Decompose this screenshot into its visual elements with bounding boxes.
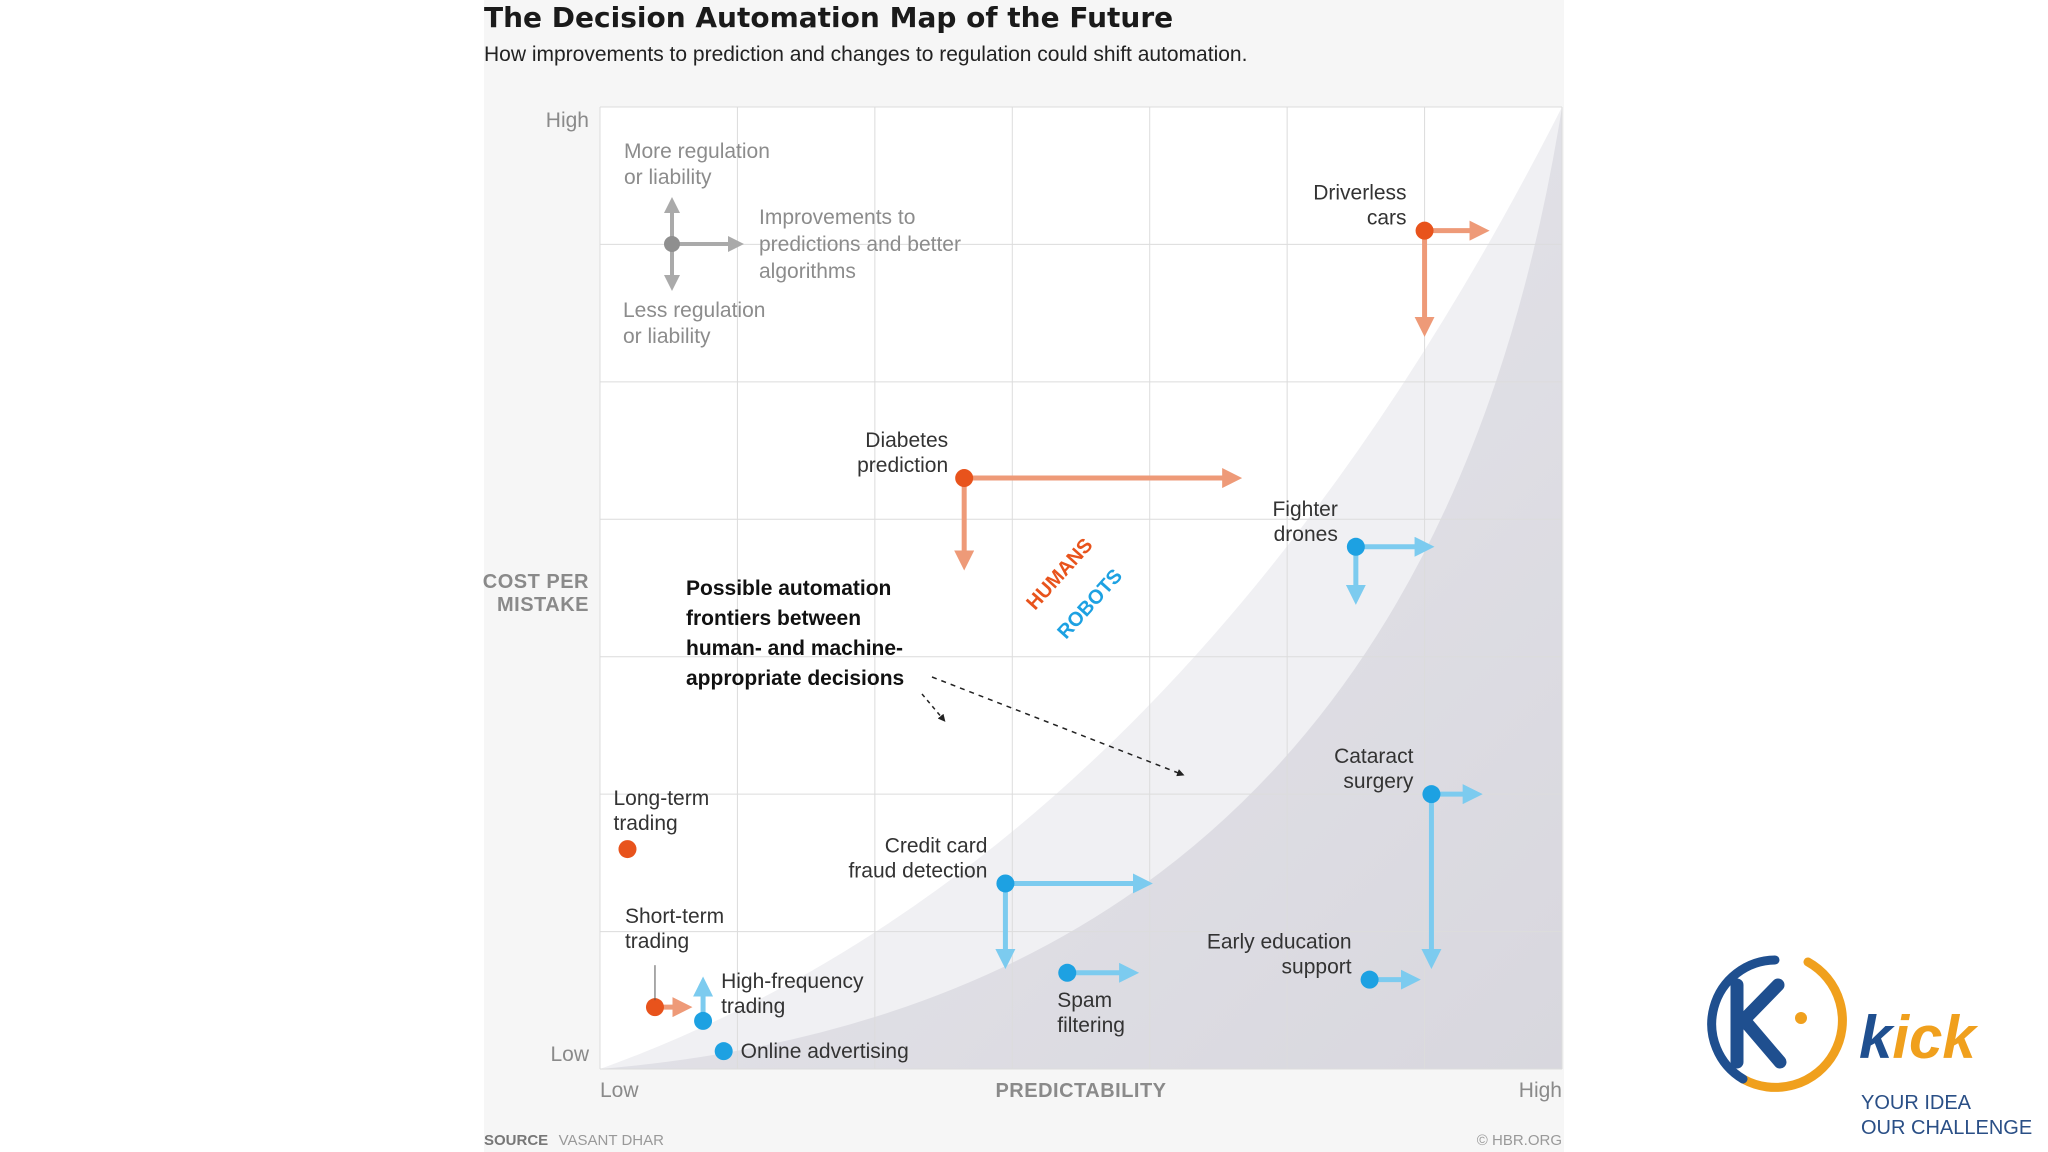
fighter-drones-label-line: Fighter (1272, 498, 1337, 521)
cataract-surgery-label-line: surgery (1343, 770, 1414, 793)
y-axis-title: COST PER MISTAKE (483, 571, 589, 616)
spam-filtering-label-line: Spam (1057, 989, 1112, 1012)
high-frequency-trading-label: High-frequency trading (721, 970, 864, 1018)
online-advertising-label: Online advertising (741, 1040, 909, 1063)
driverless-cars-label: Driverless cars (1313, 182, 1406, 230)
early-education-support-label: Early education support (1207, 931, 1352, 979)
cataract-surgery-point (1422, 785, 1441, 804)
diabetes-prediction-label: Diabetes prediction (857, 429, 948, 477)
brand-tagline-line1: YOUR IDEA (1861, 1092, 1972, 1114)
kick-wordmark-k: k (1859, 1004, 1895, 1071)
x-axis-high-label: High (1519, 1079, 1562, 1102)
annotation-pointer-outer (931, 676, 1185, 777)
x-axis-low-label: Low (600, 1079, 639, 1102)
online-advertising-point (714, 1042, 733, 1061)
credit: © HBR.ORG (1477, 1132, 1562, 1149)
kick-logo-arc-blue (1707, 955, 1780, 1084)
legend-up-line: or liability (624, 166, 712, 189)
kick-wordmark: kick (1859, 1004, 1978, 1071)
legend-origin-dot (664, 236, 680, 252)
legend-up-line: More regulation (624, 140, 770, 163)
short-term-trading-label-line: trading (625, 930, 689, 953)
long-term-trading-label-line: Long-term (613, 787, 709, 810)
high-frequency-trading-point (694, 1011, 713, 1030)
cataract-surgery-label: Cataract surgery (1334, 745, 1414, 793)
source-line: SOURCE VASANT DHAR (484, 1132, 664, 1149)
long-term-trading-point (618, 840, 637, 859)
legend-right-line: predictions and better (759, 233, 961, 256)
x-axis-title: PREDICTABILITY (995, 1080, 1166, 1102)
annotation-line: frontiers between (686, 607, 861, 630)
diabetes-prediction-label-line: prediction (857, 454, 948, 477)
credit-card-fraud-detection-point (996, 874, 1015, 893)
driverless-cars-label-line: cars (1367, 207, 1407, 230)
chart-subtitle: How improvements to prediction and chang… (484, 43, 1247, 66)
long-term-trading-label-line: trading (613, 812, 677, 835)
fighter-drones-label-line: drones (1274, 523, 1338, 546)
spam-filtering-label-line: filtering (1057, 1014, 1125, 1037)
source-name: VASANT DHAR (559, 1132, 664, 1149)
spam-filtering-point (1058, 963, 1077, 982)
online-advertising-label-line: Online advertising (741, 1040, 909, 1063)
chart-title: The Decision Automation Map of the Futur… (484, 1, 1173, 34)
legend-up-text: More regulation or liability (624, 140, 776, 189)
high-frequency-trading-label-line: High-frequency (721, 970, 864, 993)
annotation-line: Possible automation (686, 577, 891, 600)
legend-down-line: Less regulation (623, 299, 765, 322)
early-education-support-label-line: Early education (1207, 931, 1352, 954)
frontier-inner-zone (600, 107, 1562, 1069)
legend-right-line: algorithms (759, 260, 856, 283)
arrows-layer (654, 220, 1490, 1021)
short-term-trading-point (645, 998, 664, 1017)
kick-logo-arc-orange (1738, 957, 1847, 1092)
annotation-pointer-inner (921, 693, 946, 722)
driverless-cars-point (1415, 221, 1434, 240)
driverless-cars-label-line: Driverless (1313, 182, 1406, 205)
source-label: SOURCE (484, 1132, 548, 1149)
legend-right-text: Improvements to predictions and better a… (759, 206, 967, 283)
y-axis-title-line: MISTAKE (497, 594, 589, 616)
kick-wordmark-rest: ick (1892, 1004, 1978, 1071)
diabetes-prediction-label-line: Diabetes (865, 429, 948, 452)
spam-filtering-label: Spam filtering (1057, 989, 1125, 1037)
high-frequency-trading-label-line: trading (721, 995, 785, 1018)
points-layer (618, 221, 1441, 1061)
short-term-trading-label: Short-term trading (625, 905, 724, 953)
early-education-support-label-line: support (1282, 956, 1352, 979)
frontier-annotation: Possible automation frontiers between hu… (686, 577, 909, 690)
credit-card-fraud-detection-label-line: fraud detection (848, 859, 987, 882)
legend-down-line: or liability (623, 325, 711, 348)
y-axis-high-label: High (546, 109, 589, 132)
kick-logo-dot (1795, 1012, 1807, 1024)
annotation-line: appropriate decisions (686, 667, 904, 690)
kick-logo: kick (1707, 955, 1978, 1092)
legend: More regulation or liability Improvement… (623, 140, 967, 348)
annotation-line: human- and machine- (686, 637, 903, 660)
long-term-trading-label: Long-term trading (613, 787, 709, 835)
fighter-drones-label: Fighter drones (1272, 498, 1337, 546)
fighter-drones-point (1346, 537, 1365, 556)
brand-tagline-line2: OUR CHALLENGE (1861, 1117, 2032, 1139)
short-term-trading-label-line: Short-term (625, 905, 724, 928)
point-labels-layer: Driverless cars Diabetes prediction Long-ter… (613, 182, 1413, 1063)
legend-right-line: Improvements to (759, 206, 915, 229)
cataract-surgery-label-line: Cataract (1334, 745, 1414, 768)
credit-card-fraud-detection-label-line: Credit card (885, 834, 988, 857)
y-axis-title-line: COST PER (483, 571, 589, 593)
y-axis-low-label: Low (550, 1043, 589, 1066)
diabetes-prediction-point (955, 469, 974, 488)
kick-logo-k-glyph (1730, 978, 1787, 1069)
legend-down-text: Less regulation or liability (623, 299, 771, 348)
credit-card-fraud-detection-label: Credit card fraud detection (848, 834, 987, 882)
early-education-support-point (1360, 970, 1379, 989)
